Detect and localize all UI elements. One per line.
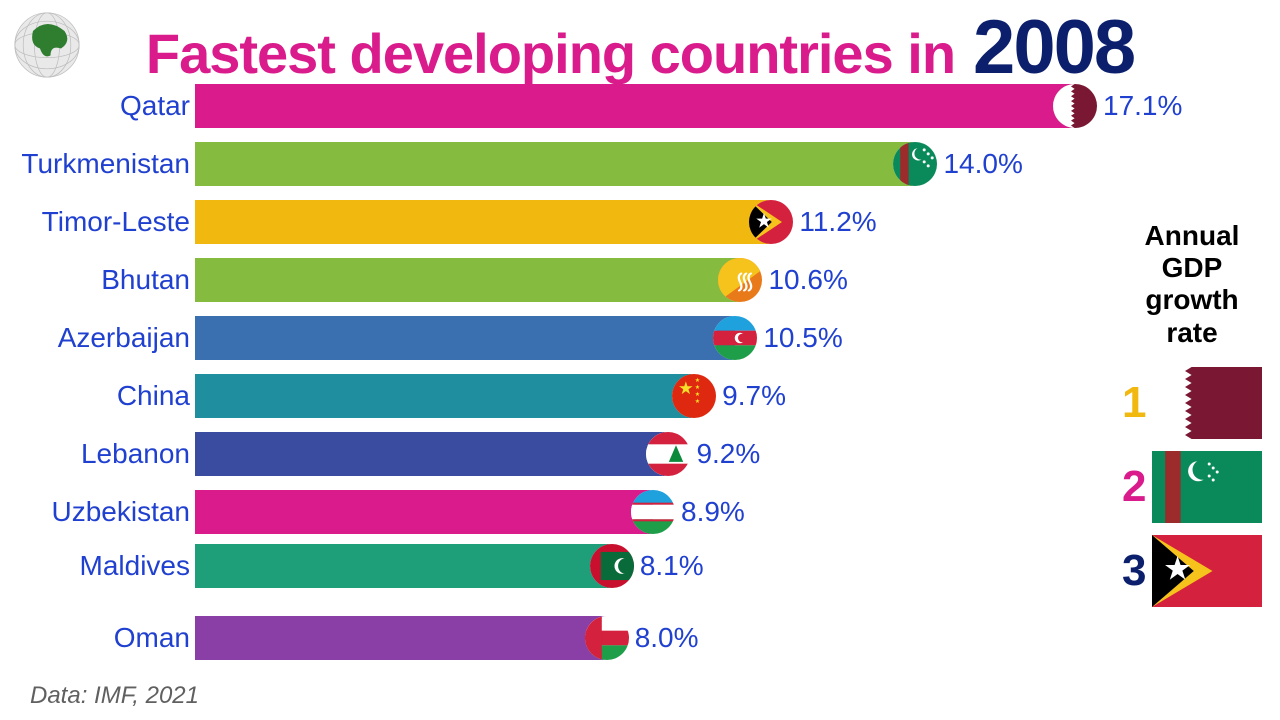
bar-value: 9.7% xyxy=(722,380,786,412)
bar-label: Bhutan xyxy=(101,264,190,296)
rank-row: 3★ xyxy=(1122,535,1262,607)
bar xyxy=(195,142,915,186)
bar xyxy=(195,432,668,476)
chart-row: Oman 8.0% xyxy=(0,614,1100,662)
bar xyxy=(195,374,694,418)
sidebar: Annual GDP growth rate 123★ xyxy=(1122,220,1262,619)
bar xyxy=(195,616,607,660)
rank-number: 3 xyxy=(1122,546,1146,596)
data-source: Data: IMF, 2021 xyxy=(30,682,199,710)
svg-text:᯾: ᯾ xyxy=(735,268,756,295)
chart-row: Lebanon 9.2% xyxy=(0,430,1100,478)
bar-value: 10.5% xyxy=(763,322,842,354)
bar-label: Maldives xyxy=(80,550,190,582)
bar-label: Uzbekistan xyxy=(51,496,190,528)
rank-row: 2 xyxy=(1122,451,1262,523)
qatar-flag-icon xyxy=(1152,367,1262,439)
turkmenistan-flag-icon xyxy=(893,142,937,186)
bar-label: Lebanon xyxy=(81,438,190,470)
azerbaijan-flag-icon xyxy=(713,316,757,360)
qatar-flag-icon xyxy=(1053,84,1097,128)
timor-leste-flag-icon: ★ xyxy=(1152,535,1262,607)
bar-label: China xyxy=(117,380,190,412)
bar-value: 8.1% xyxy=(640,550,704,582)
bar-value: 8.9% xyxy=(681,496,745,528)
chart-row: Maldives 8.1% xyxy=(0,542,1100,590)
bar xyxy=(195,316,735,360)
bar-value: 9.2% xyxy=(696,438,760,470)
title-row: Fastest developing countries in 2008 xyxy=(0,4,1280,91)
oman-flag-icon xyxy=(585,616,629,660)
svg-text:★: ★ xyxy=(678,378,694,398)
china-flag-icon: ★★★★★ xyxy=(672,374,716,418)
rank-number: 2 xyxy=(1122,462,1146,512)
rank-row: 1 xyxy=(1122,367,1262,439)
svg-text:★: ★ xyxy=(695,377,701,384)
svg-text:★: ★ xyxy=(695,391,701,398)
chart-row: Turkmenistan 14.0% xyxy=(0,140,1100,188)
bhutan-flag-icon: ᯾ xyxy=(718,258,762,302)
bar xyxy=(195,258,740,302)
svg-text:★: ★ xyxy=(1163,550,1192,586)
sidebar-title: Annual GDP growth rate xyxy=(1122,220,1262,349)
bar-value: 11.2% xyxy=(799,206,876,238)
chart-row: Azerbaijan 10.5% xyxy=(0,314,1100,362)
chart-row: Timor-Leste ★ 11.2% xyxy=(0,198,1100,246)
chart-row: Bhutan ᯾ 10.6% xyxy=(0,256,1100,304)
lebanon-flag-icon xyxy=(646,432,690,476)
rank-number: 1 xyxy=(1122,378,1146,428)
sidebar-title-line: Annual xyxy=(1145,220,1240,251)
chart-row: Uzbekistan 8.9% xyxy=(0,488,1100,536)
bar xyxy=(195,84,1075,128)
maldives-flag-icon xyxy=(590,544,634,588)
sidebar-title-line: rate xyxy=(1166,317,1217,348)
timor-leste-flag-icon: ★ xyxy=(749,200,793,244)
bar-label: Azerbaijan xyxy=(58,322,190,354)
chart-row: Qatar17.1% xyxy=(0,82,1100,130)
bar-value: 17.1% xyxy=(1103,90,1182,122)
bar-value: 14.0% xyxy=(943,148,1022,180)
bar-value: 10.6% xyxy=(768,264,847,296)
bar xyxy=(195,200,771,244)
chart-row: China★★★★★9.7% xyxy=(0,372,1100,420)
title-year: 2008 xyxy=(973,4,1134,91)
sidebar-title-line: growth xyxy=(1145,284,1238,315)
bar-value: 8.0% xyxy=(635,622,699,654)
title-text: Fastest developing countries in xyxy=(146,21,955,86)
svg-text:★: ★ xyxy=(695,398,701,405)
bar-label: Oman xyxy=(114,622,190,654)
uzbekistan-flag-icon xyxy=(631,490,675,534)
bar-label: Timor-Leste xyxy=(42,206,190,238)
turkmenistan-flag-icon xyxy=(1152,451,1262,523)
svg-text:★: ★ xyxy=(695,384,701,391)
bar xyxy=(195,490,653,534)
bar-label: Turkmenistan xyxy=(21,148,190,180)
bar-chart: Qatar17.1% Turkmenistan 14.0% Timor-Leste ★ 1… xyxy=(0,82,1100,672)
bar xyxy=(195,544,612,588)
sidebar-title-line: GDP xyxy=(1162,252,1223,283)
svg-text:★: ★ xyxy=(755,210,773,232)
bar-label: Qatar xyxy=(120,90,190,122)
